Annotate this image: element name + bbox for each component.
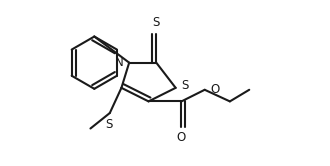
Text: S: S <box>152 16 160 29</box>
Text: N: N <box>115 56 124 69</box>
Text: O: O <box>177 131 186 144</box>
Text: S: S <box>105 118 113 131</box>
Text: S: S <box>181 79 188 92</box>
Text: O: O <box>210 83 219 96</box>
